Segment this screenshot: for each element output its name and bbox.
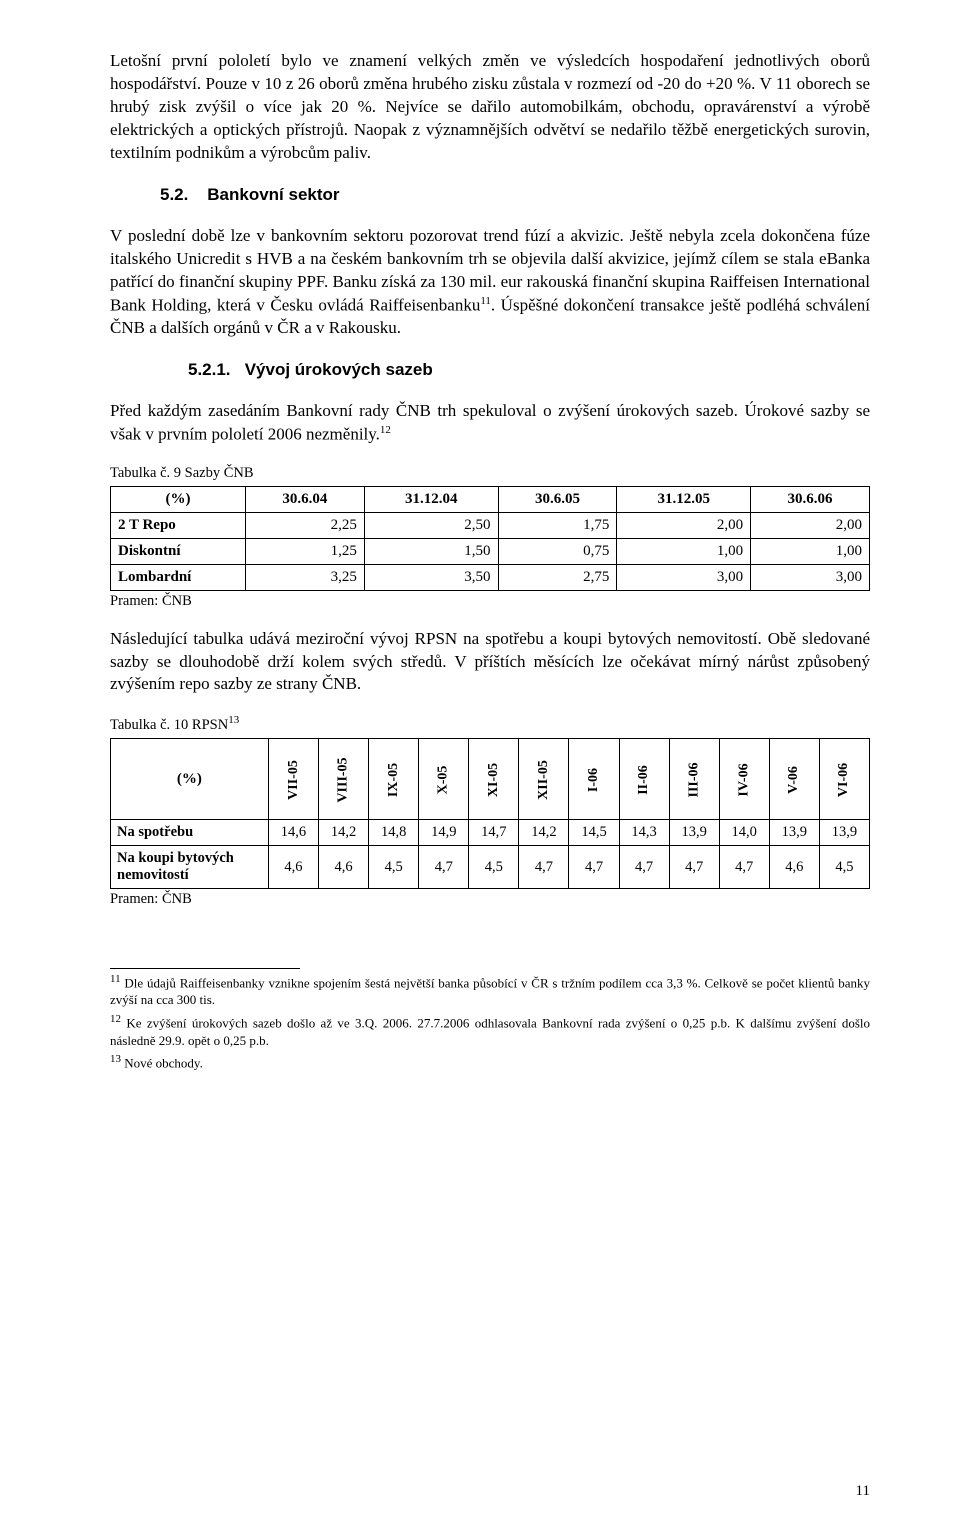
table2-pct: (%) (111, 739, 269, 820)
table1-source: Pramen: ČNB (110, 593, 870, 610)
heading-5-2-1: 5.2.1. Vývoj úrokových sazeb (188, 360, 870, 380)
paragraph-2: V poslední době lze v bankovním sektoru … (110, 225, 870, 340)
table-row: Na spotřebu 14,6 14,2 14,8 14,9 14,7 14,… (111, 820, 870, 846)
table2-source: Pramen: ČNB (110, 891, 870, 908)
heading-number: 5.2.1. (188, 360, 231, 379)
paragraph-1: Letošní první pololetí bylo ve znamení v… (110, 50, 870, 165)
table1-h1: 30.6.04 (246, 486, 365, 512)
table1-h5: 30.6.06 (751, 486, 870, 512)
table2-caption: Tabulka č. 10 RPSN13 (110, 714, 870, 734)
heading-number: 5.2. (160, 185, 188, 204)
heading-5-2: 5.2. Bankovní sektor (160, 185, 870, 205)
table-row: Diskontní 1,25 1,50 0,75 1,00 1,00 (111, 538, 870, 564)
footnote-13: 13 Nové obchody. (110, 1052, 870, 1072)
table-sazby-cnb: (%) 30.6.04 31.12.04 30.6.05 31.12.05 30… (110, 486, 870, 591)
paragraph-4: Následující tabulka udává meziroční vývo… (110, 628, 870, 697)
page-number: 11 (856, 1483, 870, 1500)
table-row: Lombardní 3,25 3,50 2,75 3,00 3,00 (111, 564, 870, 590)
footnote-separator (110, 968, 300, 969)
heading-text: Bankovní sektor (207, 185, 339, 204)
footnote-ref-12: 12 (380, 424, 391, 436)
table-rpsn: (%) VII-05 VIII-05 IX-05 X-05 XI-05 XII-… (110, 738, 870, 889)
heading-text: Vývoj úrokových sazeb (245, 360, 433, 379)
table1-caption: Tabulka č. 9 Sazby ČNB (110, 465, 870, 482)
paragraph-3: Před každým zasedáním Bankovní rady ČNB … (110, 400, 870, 447)
table1-h2: 31.12.04 (364, 486, 498, 512)
footnote-ref-11: 11 (480, 295, 491, 307)
table1-h4: 31.12.05 (617, 486, 751, 512)
footnote-12: 12 Ke zvýšení úrokových sazeb došlo až v… (110, 1012, 870, 1049)
table-row: 2 T Repo 2,25 2,50 1,75 2,00 2,00 (111, 512, 870, 538)
footnote-11: 11 Dle údajů Raiffeisenbanky vznikne spo… (110, 972, 870, 1009)
table-row: Na koupi bytových nemovitostí 4,6 4,6 4,… (111, 846, 870, 889)
table1-h3: 30.6.05 (498, 486, 617, 512)
footnote-ref-13: 13 (228, 714, 239, 726)
table1-h0: (%) (111, 486, 246, 512)
